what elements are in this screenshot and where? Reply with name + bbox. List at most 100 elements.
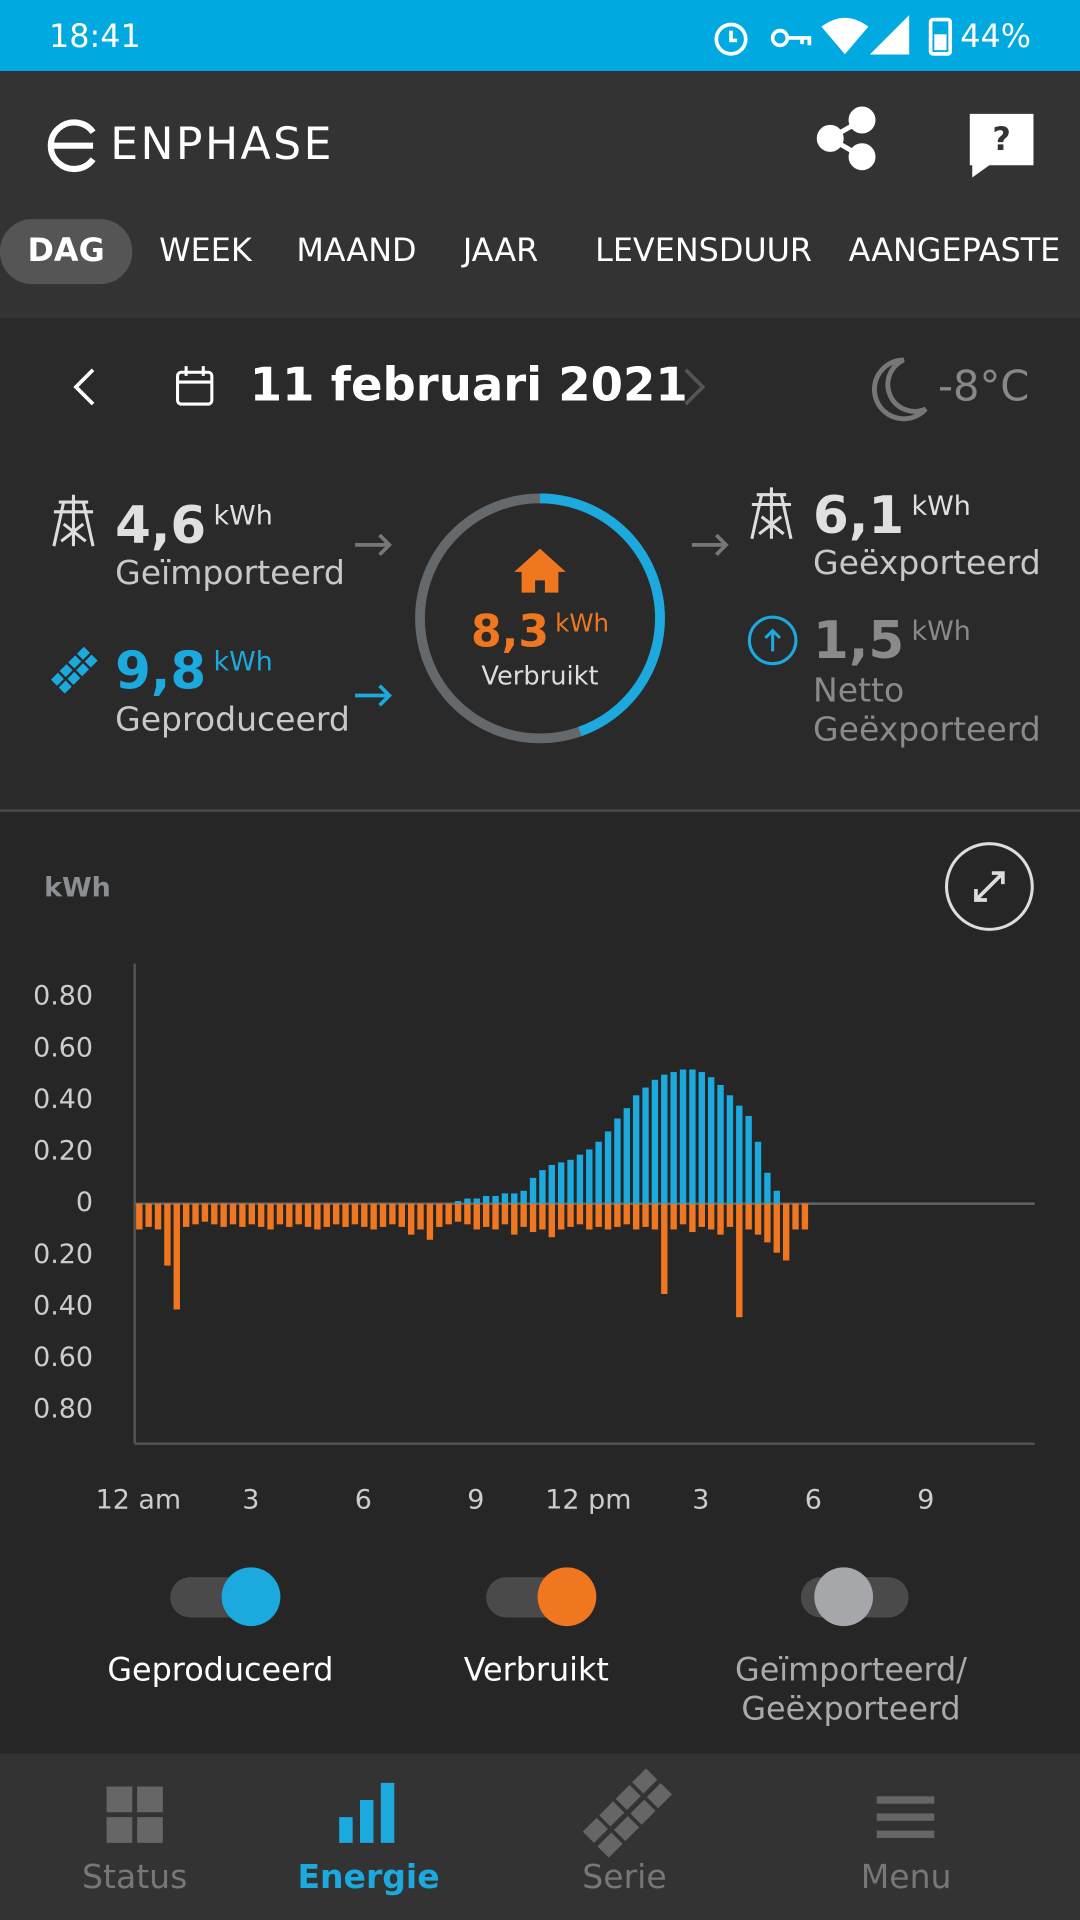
bar <box>464 1198 471 1204</box>
bar <box>342 1203 349 1227</box>
status-bar <box>0 0 1080 72</box>
bar <box>323 1203 330 1227</box>
bar <box>736 1105 743 1204</box>
bar <box>182 1203 190 1227</box>
bar <box>136 1203 143 1230</box>
nav-label[interactable]: Serie <box>582 1857 666 1896</box>
net-unit: kWh <box>911 615 970 646</box>
bar <box>595 1141 602 1204</box>
bar <box>651 1079 659 1204</box>
chart: 0.80 0.60 0.40 0.20 0 0.20 0.40 0.60 0.80 12 am 3 6… <box>33 963 1035 1516</box>
bar <box>239 1203 246 1227</box>
nav-labels: Status Energie Serie Menu <box>82 1857 951 1896</box>
bar <box>370 1203 377 1230</box>
temperature: -8°C <box>938 361 1029 410</box>
legend-label: Geëxporteerd <box>741 1690 960 1728</box>
nav-label[interactable]: Energie <box>297 1857 439 1896</box>
bar <box>154 1203 162 1230</box>
calendar-icon[interactable] <box>176 366 214 406</box>
bar <box>511 1193 518 1204</box>
bar <box>614 1203 621 1227</box>
produced-unit: kWh <box>214 646 273 677</box>
tab[interactable]: JAAR <box>461 231 538 269</box>
toggle-knob[interactable] <box>221 1567 281 1627</box>
bar <box>754 1141 762 1204</box>
bar <box>173 1203 180 1310</box>
x-tick-label: 3 <box>692 1485 709 1516</box>
bar <box>642 1203 649 1227</box>
bar <box>792 1203 799 1230</box>
y-tick-label: 0.20 <box>33 1136 93 1167</box>
legend-label: Geïmporteerd/ <box>735 1650 967 1688</box>
bar <box>473 1198 480 1204</box>
nav-label[interactable]: Status <box>82 1857 187 1896</box>
net-icon <box>747 615 798 666</box>
bar <box>501 1193 509 1204</box>
bar <box>520 1190 527 1204</box>
help-button[interactable]: ? <box>969 113 1034 178</box>
tab[interactable]: WEEK <box>159 231 253 269</box>
legend: Geproduceerd Verbruikt Geïmporteerd/Geëxpo… <box>107 1567 967 1728</box>
bar <box>604 1131 612 1204</box>
bar <box>464 1203 471 1225</box>
bar <box>632 1095 640 1204</box>
help-icon: ? <box>992 120 1010 158</box>
bar <box>679 1203 687 1225</box>
bar <box>220 1203 227 1227</box>
net-caption-1: Netto <box>813 670 904 709</box>
bar <box>145 1203 152 1227</box>
active-tab-pill <box>0 219 133 285</box>
bar <box>745 1203 752 1230</box>
bar <box>482 1195 490 1204</box>
bar <box>557 1203 565 1230</box>
bar <box>314 1203 321 1230</box>
bar <box>754 1203 762 1235</box>
nav-label[interactable]: Menu <box>861 1857 952 1896</box>
tab[interactable]: AANGEPASTE <box>849 231 1061 269</box>
x-tick-label: 3 <box>242 1485 259 1516</box>
bar <box>257 1203 265 1227</box>
y-axis-label: kWh <box>44 872 111 903</box>
bar <box>511 1203 518 1235</box>
tab[interactable]: MAAND <box>296 231 416 269</box>
share-button[interactable] <box>816 106 876 171</box>
bar <box>492 1195 499 1204</box>
expand-button[interactable] <box>945 842 1034 931</box>
bar <box>389 1203 396 1225</box>
status-icons <box>714 15 953 56</box>
brand-name: ENPHASE <box>110 119 334 170</box>
bar <box>539 1203 546 1230</box>
y-tick-label: 0.40 <box>33 1084 93 1115</box>
y-tick-label: 0.80 <box>33 1394 93 1425</box>
produced-value: 9,8 kWh <box>115 642 273 702</box>
y-tick-label: 0.60 <box>33 1032 93 1063</box>
bar <box>332 1203 340 1225</box>
bar <box>651 1203 659 1230</box>
date: 11 februari 2021 <box>250 358 688 412</box>
nav-energy-icon <box>339 1782 395 1843</box>
arrow-imported <box>355 533 392 556</box>
bar <box>623 1108 630 1204</box>
grid-icon-exported <box>750 487 793 540</box>
bar <box>576 1154 584 1204</box>
toggle-knob[interactable] <box>537 1567 597 1627</box>
toggle-knob[interactable] <box>814 1567 874 1627</box>
consumed-number: 8,3 <box>471 606 549 657</box>
bar <box>520 1203 527 1227</box>
bar <box>736 1203 743 1318</box>
y-tick-label: 0.20 <box>33 1239 93 1270</box>
bar <box>445 1203 452 1225</box>
bar <box>726 1203 734 1227</box>
tab[interactable]: LEVENSDUUR <box>595 231 812 269</box>
legend-label: Verbruikt <box>464 1650 609 1688</box>
tab[interactable]: DAG <box>28 231 105 269</box>
bar <box>548 1203 555 1238</box>
x-tick-label: 9 <box>917 1485 934 1516</box>
bar <box>229 1203 237 1225</box>
bar <box>492 1203 499 1230</box>
status-time: 18:41 <box>49 17 141 55</box>
prev-day[interactable] <box>73 368 95 406</box>
bar <box>707 1077 715 1204</box>
